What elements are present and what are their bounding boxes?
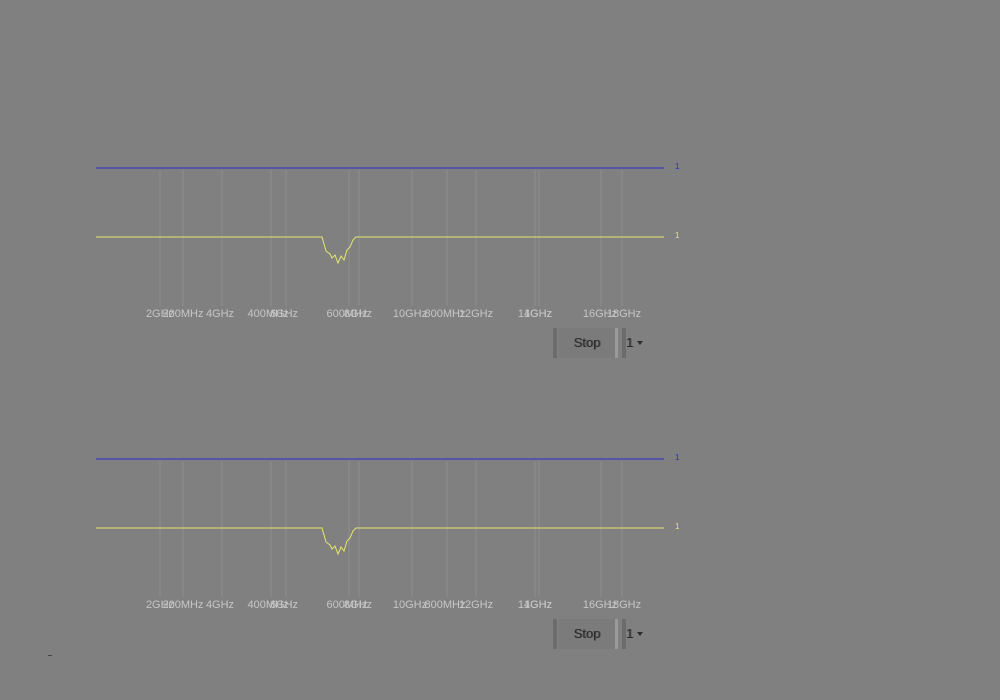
- trace-end-label: 1: [675, 162, 680, 171]
- control-separator: [615, 619, 618, 649]
- freq-label: 16GHz: [583, 599, 617, 611]
- freq-label: 800MHz: [425, 308, 466, 320]
- freq-label: 600MHz: [327, 308, 368, 320]
- spinner-arrow-icon[interactable]: [637, 631, 643, 637]
- freq-label: 18GHz: [607, 308, 641, 320]
- freq-label: 14GHz: [518, 599, 552, 611]
- sweep-panel-1: 1 1 2GHz 200MHz 4GHz 400MHz 6GHz 600MHz 8GHz 10GH…: [0, 150, 1000, 370]
- freq-label: 600MHz: [327, 599, 368, 611]
- freq-label: 1GHz: [524, 599, 552, 611]
- freq-label: 1GHz: [524, 308, 552, 320]
- trace-end-label: 1: [675, 453, 680, 462]
- corner-mark: [48, 655, 52, 656]
- control-separator: [622, 328, 626, 358]
- freq-label: 200MHz: [163, 308, 204, 320]
- sweep-count-field[interactable]: 1: [626, 619, 646, 649]
- control-separator: [553, 619, 557, 649]
- freq-label: 12GHz: [459, 308, 493, 320]
- trace-end-label: 1: [675, 231, 680, 240]
- freq-label: 800MHz: [425, 599, 466, 611]
- freq-label: 400MHz: [248, 599, 289, 611]
- stop-button[interactable]: Stop: [559, 619, 615, 649]
- freq-label: 18GHz: [607, 599, 641, 611]
- stop-button[interactable]: Stop: [559, 328, 615, 358]
- freq-label: 10GHz: [393, 308, 427, 320]
- freq-label: 4GHz: [206, 599, 234, 611]
- freq-label: 12GHz: [459, 599, 493, 611]
- sweep-panel-2: 1 1 2GHz 200MHz 4GHz 400MHz 6GHz 600MHz 8GHz 10GH…: [0, 441, 1000, 661]
- freq-label: 4GHz: [206, 308, 234, 320]
- freq-label: 400MHz: [248, 308, 289, 320]
- freq-label: 6GHz: [270, 599, 298, 611]
- freq-label: 14GHz: [518, 308, 552, 320]
- yellow-trace: [96, 527, 664, 556]
- freq-label: 8GHz: [344, 308, 372, 320]
- control-separator: [622, 619, 626, 649]
- control-separator: [553, 328, 557, 358]
- control-separator: [615, 328, 618, 358]
- freq-label: 2GHz: [146, 308, 174, 320]
- freq-label: 200MHz: [163, 599, 204, 611]
- sweep-count-field[interactable]: 1: [626, 328, 646, 358]
- yellow-trace: [96, 236, 664, 265]
- freq-label: 8GHz: [344, 599, 372, 611]
- trace-end-label: 1: [675, 522, 680, 531]
- freq-label: 6GHz: [270, 308, 298, 320]
- freq-label: 10GHz: [393, 599, 427, 611]
- freq-label: 16GHz: [583, 308, 617, 320]
- spinner-arrow-icon[interactable]: [637, 340, 643, 346]
- freq-label: 2GHz: [146, 599, 174, 611]
